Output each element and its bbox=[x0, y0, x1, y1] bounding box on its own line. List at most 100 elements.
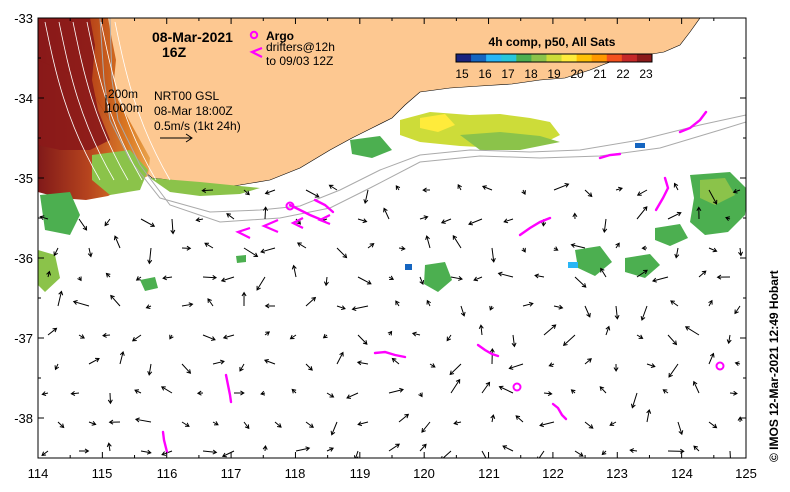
drifter-legend-line2: to 09/03 12Z bbox=[266, 54, 333, 68]
current-arrow bbox=[363, 189, 369, 205]
current-arrow bbox=[677, 421, 684, 436]
current-arrow bbox=[305, 363, 313, 371]
current-arrow bbox=[450, 378, 461, 394]
current-arrow bbox=[574, 450, 584, 457]
current-arrow bbox=[452, 234, 462, 249]
current-arrow bbox=[602, 218, 608, 234]
current-arrow bbox=[734, 361, 741, 367]
current-arrow bbox=[693, 445, 700, 452]
current-arrow bbox=[605, 325, 611, 336]
current-arrow bbox=[262, 206, 268, 220]
colorbar-frame bbox=[455, 53, 653, 63]
y-tick-label: -33 bbox=[14, 11, 33, 26]
current-arrow bbox=[636, 206, 648, 220]
colorbar-swatch bbox=[501, 54, 517, 62]
colorbar-swatch bbox=[591, 54, 608, 62]
current-arrow bbox=[473, 276, 483, 282]
current-arrow bbox=[543, 324, 557, 336]
depth-label-200m: 200m bbox=[108, 87, 138, 101]
drifter-arrowheads bbox=[235, 214, 331, 239]
map-date: 08-Mar-2021 bbox=[152, 29, 233, 45]
current-arrow bbox=[305, 421, 314, 428]
current-arrow bbox=[262, 445, 268, 452]
current-arrow bbox=[508, 363, 524, 370]
current-arrow bbox=[131, 334, 142, 342]
current-arrow bbox=[202, 449, 218, 455]
current-arrow bbox=[599, 386, 607, 394]
current-arrow bbox=[511, 334, 517, 348]
current-arrow bbox=[562, 334, 576, 346]
current-arrow bbox=[47, 327, 58, 336]
colorbar-tick-labels: 15 16 17 18 19 20 21 22 23 bbox=[455, 67, 653, 81]
current-arrow bbox=[391, 357, 400, 365]
colorbar-tick: 20 bbox=[570, 67, 584, 81]
current-arrow bbox=[450, 276, 463, 281]
y-tick-label: -35 bbox=[14, 171, 33, 186]
current-arrow bbox=[260, 247, 276, 254]
current-arrow bbox=[738, 247, 744, 257]
current-arrow bbox=[357, 276, 372, 285]
current-arrow bbox=[78, 334, 85, 339]
current-arrow bbox=[145, 304, 152, 309]
current-arrow bbox=[734, 305, 741, 315]
current-arrow bbox=[503, 218, 514, 224]
current-arrow bbox=[41, 391, 49, 397]
colorbar-swatch bbox=[486, 54, 502, 62]
current-arrow bbox=[548, 362, 555, 367]
current-arrow bbox=[388, 443, 401, 452]
current-arrow bbox=[630, 392, 638, 409]
current-arrow bbox=[570, 243, 586, 249]
current-arrows bbox=[39, 21, 744, 458]
current-arrow bbox=[570, 389, 576, 394]
axis-ticks bbox=[37, 17, 747, 458]
current-arrow bbox=[87, 247, 93, 258]
current-arrow bbox=[102, 332, 111, 338]
current-arrow bbox=[388, 387, 404, 394]
current-arrow bbox=[110, 294, 121, 307]
current-arrow bbox=[640, 305, 648, 321]
colorbar-tick: 22 bbox=[616, 67, 630, 81]
colorbar-tick: 19 bbox=[547, 67, 561, 81]
colorbar-swatch bbox=[606, 54, 623, 62]
current-arrow bbox=[336, 351, 344, 365]
current-arrow bbox=[263, 359, 276, 365]
colorbar-tick: 23 bbox=[639, 67, 653, 81]
current-arrow bbox=[351, 305, 369, 312]
x-tick-label: 117 bbox=[221, 466, 242, 481]
current-arrow bbox=[264, 189, 276, 195]
current-arrow bbox=[274, 421, 282, 428]
current-arrow bbox=[170, 218, 176, 235]
current-arrow bbox=[418, 392, 423, 398]
current-arrow bbox=[289, 334, 297, 340]
current-arrow bbox=[119, 350, 125, 365]
current-arrow bbox=[729, 450, 731, 458]
current-arrow bbox=[134, 417, 152, 423]
current-arrow bbox=[323, 276, 329, 287]
streamline bbox=[44, 21, 101, 181]
current-arrow bbox=[646, 408, 652, 423]
current-arrow bbox=[636, 269, 648, 278]
current-arrow bbox=[181, 363, 192, 374]
current-arrow bbox=[615, 242, 620, 249]
current-arrow bbox=[78, 448, 90, 454]
x-tick-label: 115 bbox=[92, 466, 113, 481]
current-arrow bbox=[295, 446, 311, 452]
streamline bbox=[114, 21, 171, 181]
colorbar-tick: 18 bbox=[524, 67, 538, 81]
current-arrow bbox=[70, 391, 80, 396]
colorbar-swatch bbox=[516, 54, 532, 62]
current-arrow bbox=[53, 247, 59, 257]
current-arrow bbox=[221, 450, 235, 458]
current-arrow bbox=[367, 243, 375, 249]
current-arrow bbox=[108, 419, 121, 425]
current-arrow bbox=[708, 421, 718, 429]
current-arrow bbox=[584, 358, 592, 365]
current-arrow bbox=[641, 245, 648, 251]
colorbar-tick: 17 bbox=[501, 67, 515, 81]
colorbar-swatch bbox=[576, 54, 593, 62]
current-arrow bbox=[296, 242, 307, 249]
current-arrow bbox=[419, 443, 427, 452]
current-arrow bbox=[716, 274, 731, 280]
current-arrow bbox=[356, 360, 369, 366]
